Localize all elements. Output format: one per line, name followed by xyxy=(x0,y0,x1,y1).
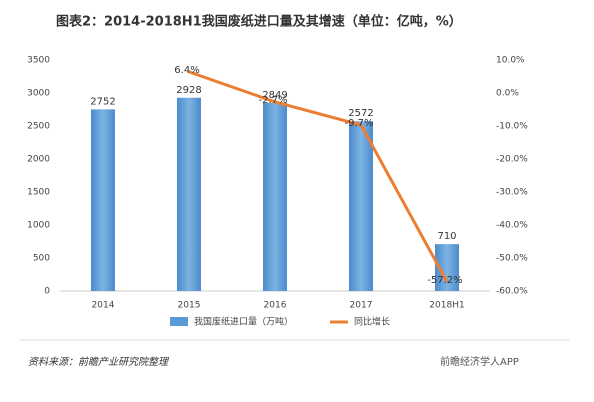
bar-label: 2849 xyxy=(262,90,287,101)
legend-label: 我国废纸进口量（万吨） xyxy=(194,316,293,328)
bar-label: 2572 xyxy=(348,108,373,119)
bar-label: 710 xyxy=(437,231,456,242)
y2-tick-label: -20.0% xyxy=(496,155,528,165)
chart-title: 图表2：2014-2018H1我国废纸进口量及其增速（单位：亿吨，%） xyxy=(56,14,462,30)
bar xyxy=(349,121,373,291)
y-tick-label: 1000 xyxy=(27,221,50,231)
x-tick-label: 2014 xyxy=(92,301,115,311)
x-tick-label: 2018H1 xyxy=(429,301,464,311)
y-tick-label: 1500 xyxy=(27,188,50,198)
bar xyxy=(177,97,201,291)
bar-label: 2752 xyxy=(90,96,115,107)
line-label: -9.7% xyxy=(344,118,373,129)
x-tick-label: 2015 xyxy=(178,301,201,311)
legend-swatch xyxy=(170,317,188,326)
y2-tick-label: -40.0% xyxy=(496,221,528,231)
x-tick-label: 2017 xyxy=(350,301,373,311)
y-tick-label: 2500 xyxy=(27,122,50,132)
line-label: 6.4% xyxy=(174,65,199,76)
source: 资料来源：前瞻产业研究院整理 xyxy=(28,356,170,368)
y2-tick-label: 10.0% xyxy=(496,56,525,66)
y2-tick-label: -50.0% xyxy=(496,254,528,264)
line-label: -57.2% xyxy=(427,275,462,286)
y-tick-label: 3500 xyxy=(27,56,50,66)
y-tick-label: 3000 xyxy=(27,89,50,99)
x-tick-label: 2016 xyxy=(264,301,287,311)
logo: 前瞻经济学人APP xyxy=(440,355,519,368)
bar xyxy=(263,102,287,291)
y2-tick-label: 0.0% xyxy=(496,89,519,99)
y2-tick-label: -60.0% xyxy=(496,287,528,297)
y-tick-label: 2000 xyxy=(27,155,50,165)
y2-tick-label: -10.0% xyxy=(496,122,528,132)
legend-label: 同比增长 xyxy=(354,316,390,328)
bar xyxy=(91,109,115,291)
y-tick-label: 500 xyxy=(33,254,50,264)
bar-label: 2928 xyxy=(176,85,201,96)
line-label: -2.7% xyxy=(258,95,287,106)
line xyxy=(188,70,449,283)
y-tick-label: 0 xyxy=(44,287,50,297)
y2-tick-label: -30.0% xyxy=(496,188,528,198)
